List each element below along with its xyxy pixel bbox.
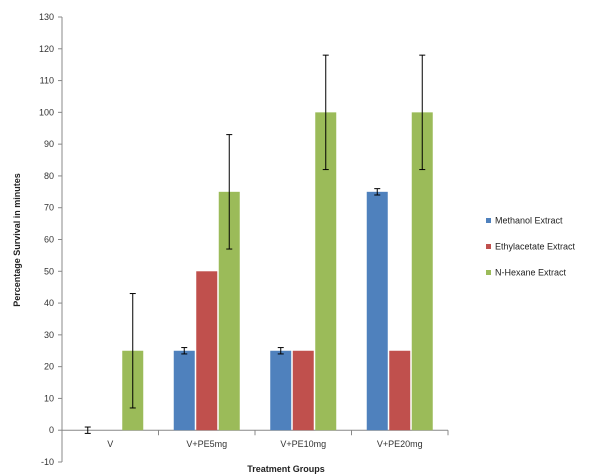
y-tick-label: 120 (39, 44, 54, 54)
bar (411, 112, 433, 431)
x-tick-label: V+PE5mg (186, 439, 227, 449)
y-tick-label: 80 (44, 171, 54, 181)
bar (270, 350, 292, 431)
y-tick-label: 60 (44, 235, 54, 245)
x-tick-label: V+PE10mg (280, 439, 326, 449)
legend-label: N-Hexane Extract (495, 268, 567, 278)
y-tick-label: 0 (49, 425, 54, 435)
legend-label: Methanol Extract (495, 216, 563, 226)
bar (218, 191, 240, 431)
bar (292, 350, 314, 431)
y-axis: -10 0 10 20 30 40 50 60 70 80 90 100 110 120 130 (39, 12, 63, 467)
bar (173, 350, 195, 431)
x-axis-title: Treatment Groups (247, 464, 325, 474)
bar-series (122, 112, 433, 431)
legend: Methanol Extract Ethylacetate Extract N-He… (486, 216, 576, 278)
legend-swatch (486, 218, 491, 223)
legend-label: Ethylacetate Extract (495, 242, 576, 252)
y-axis-title: Percentage Survival in minutes (12, 173, 22, 307)
x-tick-label: V (107, 439, 113, 449)
y-tick-label: 50 (44, 266, 54, 276)
y-tick-label: -10 (41, 457, 54, 467)
legend-swatch (486, 270, 491, 275)
x-axis: V V+PE5mg V+PE10mg V+PE20mg (61, 429, 449, 449)
y-tick-label: 10 (44, 393, 54, 403)
bar (196, 271, 218, 431)
y-tick-label: 70 (44, 203, 54, 213)
bar (389, 350, 411, 431)
x-tick-label: V+PE20mg (377, 439, 423, 449)
bar (366, 191, 388, 431)
y-tick-label: 130 (39, 12, 54, 22)
y-tick-label: 30 (44, 330, 54, 340)
y-tick-label: 40 (44, 298, 54, 308)
y-tick-label: 110 (40, 76, 54, 86)
error-bars (84, 54, 426, 434)
legend-swatch (486, 244, 491, 249)
y-tick-label: 20 (44, 362, 54, 372)
bar (315, 112, 337, 431)
y-tick-label: 90 (44, 139, 54, 149)
y-tick-label: 100 (39, 107, 54, 117)
